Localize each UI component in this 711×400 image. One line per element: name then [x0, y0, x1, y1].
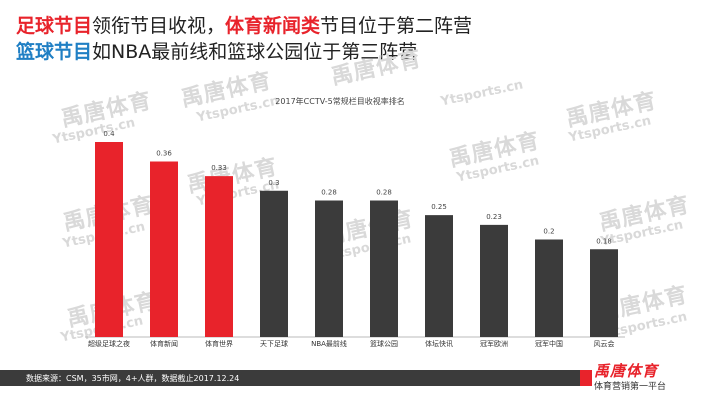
data-label: 0.36: [156, 150, 172, 158]
headline-text-c: 如NBA最前线和篮球公园位于第三阵营: [92, 41, 418, 63]
x-tick-label: 天下足球: [260, 339, 288, 348]
x-tick-label: 冠军中国: [535, 339, 563, 348]
bar: [425, 215, 453, 337]
bar: [315, 200, 343, 337]
brand-tagline: 体育营销第一平台: [594, 382, 667, 392]
data-label: 0.28: [321, 189, 337, 197]
data-label: 0.25: [431, 203, 447, 211]
headline-text-a: 领衔节目收视，: [92, 15, 226, 37]
x-tick-label: 冠军欧洲: [480, 339, 508, 348]
data-label: 0.4: [103, 130, 115, 138]
x-tick-label: 篮球公园: [370, 339, 398, 348]
data-label: 0.18: [596, 237, 612, 245]
x-tick-label: 体坛快讯: [425, 339, 453, 348]
bar: [260, 190, 288, 337]
headline-basketball: 篮球节目: [16, 41, 93, 63]
bar: [535, 239, 563, 337]
headline-sports-news: 体育新闻类: [225, 15, 321, 37]
headline-line-1: 足球节目领衔节目收视，体育新闻类节目位于第二阵营: [16, 14, 472, 38]
bar: [480, 224, 508, 337]
brand-logo: 禹唐体育: [594, 362, 659, 380]
bar: [590, 249, 618, 337]
data-label: 0.33: [211, 164, 227, 172]
data-label: 0.3: [268, 179, 279, 187]
data-label: 0.23: [486, 213, 502, 221]
chart-title: 2017年CCTV-5常规栏目收视率排名: [275, 97, 405, 106]
data-label: 0.28: [376, 189, 392, 197]
bar: [95, 142, 123, 337]
headline-text-b: 节目位于第二阵营: [320, 15, 473, 37]
x-tick-label: 体育世界: [205, 339, 233, 348]
headline-football: 足球节目: [16, 15, 93, 37]
bar: [150, 161, 178, 337]
logo-accent: [580, 370, 592, 386]
x-tick-label: 风云会: [594, 339, 615, 348]
data-label: 0.2: [543, 228, 554, 236]
x-tick-label: NBA最前线: [311, 339, 347, 348]
x-tick-label: 体育新闻: [150, 339, 178, 348]
bar: [370, 200, 398, 337]
footer-bar: [0, 370, 580, 386]
headline-line-2: 篮球节目如NBA最前线和篮球公园位于第三阵营: [16, 40, 417, 64]
x-tick-label: 超级足球之夜: [88, 339, 130, 348]
bar: [205, 176, 233, 337]
data-source: 数据来源：CSM，35市网，4+人群，数据截止2017.12.24: [26, 374, 240, 383]
